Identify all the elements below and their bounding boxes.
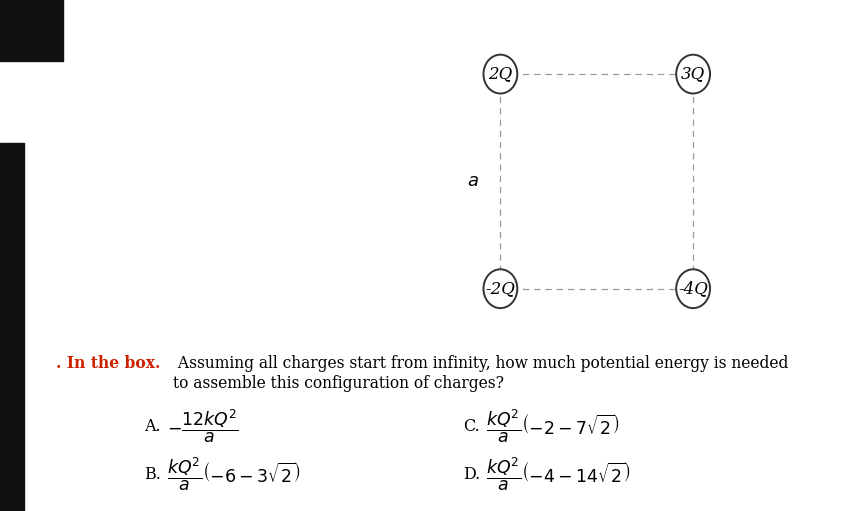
- Ellipse shape: [483, 55, 517, 94]
- Bar: [0, 143, 24, 511]
- Text: $\dfrac{kQ^2}{a}\left(-4 - 14\sqrt{2}\right)$: $\dfrac{kQ^2}{a}\left(-4 - 14\sqrt{2}\ri…: [486, 455, 630, 493]
- Text: -4Q: -4Q: [678, 280, 708, 297]
- Text: . In the box.: . In the box.: [55, 355, 160, 372]
- Text: B.: B.: [145, 466, 162, 483]
- Text: 2Q: 2Q: [488, 65, 512, 83]
- Text: A.: A.: [145, 418, 161, 435]
- Text: D.: D.: [463, 466, 481, 483]
- Ellipse shape: [677, 269, 710, 308]
- Text: $a$: $a$: [467, 172, 479, 191]
- Text: 3Q: 3Q: [681, 65, 705, 83]
- Text: C.: C.: [463, 418, 480, 435]
- Text: $\dfrac{kQ^2}{a}\left(-6 - 3\sqrt{2}\right)$: $\dfrac{kQ^2}{a}\left(-6 - 3\sqrt{2}\rig…: [167, 455, 300, 493]
- Text: $\dfrac{kQ^2}{a}\left(-2 - 7\sqrt{2}\right)$: $\dfrac{kQ^2}{a}\left(-2 - 7\sqrt{2}\rig…: [486, 408, 619, 446]
- Text: -2Q: -2Q: [485, 280, 516, 297]
- Text: $-\dfrac{12kQ^2}{a}$: $-\dfrac{12kQ^2}{a}$: [167, 408, 238, 446]
- Ellipse shape: [483, 269, 517, 308]
- Bar: [0, 0, 63, 61]
- Text: Assuming all charges start from infinity, how much potential energy is needed
to: Assuming all charges start from infinity…: [173, 355, 788, 392]
- Ellipse shape: [677, 55, 710, 94]
